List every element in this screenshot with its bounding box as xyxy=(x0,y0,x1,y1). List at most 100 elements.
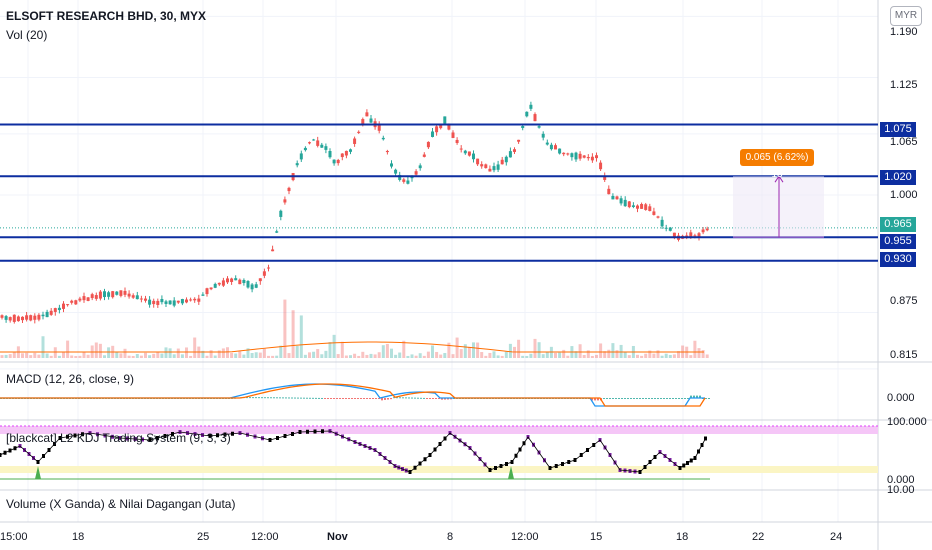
macd-zero-tick: 0.000 xyxy=(887,392,915,404)
volume-bar xyxy=(316,349,320,358)
candle-body xyxy=(320,144,324,148)
candle-body xyxy=(500,159,504,165)
macd-histogram-bar xyxy=(288,397,290,399)
candle-body xyxy=(394,169,398,174)
volume-bar xyxy=(37,354,41,358)
candle-body xyxy=(299,153,303,160)
candle-body xyxy=(529,104,533,109)
macd-histogram-bar xyxy=(642,398,644,399)
candle-body xyxy=(545,142,549,145)
time-label: 18 xyxy=(72,531,85,543)
macd-histogram-bar xyxy=(294,397,296,399)
candle-body xyxy=(496,164,500,170)
volume-bar xyxy=(385,343,389,358)
price-tick: 1.000 xyxy=(890,189,918,201)
candle-body xyxy=(521,126,525,129)
volume-bar xyxy=(521,355,525,358)
candle-body xyxy=(250,284,254,290)
volume-bar xyxy=(279,345,283,358)
macd-histogram-bar xyxy=(627,398,629,399)
volume-bar xyxy=(246,348,250,358)
candle-body xyxy=(246,280,250,288)
symbol-title[interactable]: ELSOFT RESEARCH BHD, 30, MYX xyxy=(6,9,207,23)
macd-histogram-bar xyxy=(663,398,665,399)
volume-bar xyxy=(312,351,316,358)
volume-bar xyxy=(607,349,611,358)
volume-bar xyxy=(353,353,357,358)
volume-bar xyxy=(156,351,160,358)
currency-button[interactable]: MYR xyxy=(890,6,922,26)
macd-histogram-bar xyxy=(381,398,383,401)
candle-body xyxy=(107,292,111,297)
volume-bar xyxy=(599,343,603,358)
volume-bar xyxy=(369,353,373,358)
price-range-measure[interactable]: 0.065 (6.62%) 13 xyxy=(740,149,814,180)
macd-histogram-bar xyxy=(255,397,257,399)
volume-bar xyxy=(45,353,49,358)
candle-body xyxy=(8,317,12,321)
macd-histogram-bar xyxy=(312,397,314,399)
kdj-panel-plot xyxy=(0,429,707,479)
macd-histogram-bar xyxy=(435,398,437,399)
level-tag-0955: 0.955 xyxy=(880,234,916,249)
time-label: 25 xyxy=(197,531,210,543)
candle-body xyxy=(599,162,603,170)
volume-bar xyxy=(25,352,29,358)
macd-histogram-bar xyxy=(708,398,710,399)
vol-indicator-label[interactable]: Vol (20) xyxy=(6,28,48,42)
candle-body xyxy=(701,229,705,233)
volume-bar xyxy=(275,355,279,358)
candle-body xyxy=(238,279,242,285)
volume-bar xyxy=(139,355,143,358)
candle-body xyxy=(287,187,291,192)
volume-bar xyxy=(144,352,147,358)
volume-bar xyxy=(693,340,697,358)
volume-bar xyxy=(131,355,135,358)
volume-bar xyxy=(701,350,705,358)
level-lines[interactable] xyxy=(0,123,878,262)
candle-body xyxy=(631,205,635,208)
candle-body xyxy=(574,152,578,160)
volume-bar xyxy=(349,355,352,358)
level-tag-0930: 0.930 xyxy=(880,252,916,267)
volume-bar xyxy=(303,354,307,358)
price-tick: 0.875 xyxy=(890,295,918,307)
candle-body xyxy=(12,314,16,322)
macd-histogram-bar xyxy=(690,395,692,398)
candle-body xyxy=(549,144,553,150)
volume-bar xyxy=(29,355,33,358)
macd-histogram-bar xyxy=(597,398,599,401)
volume-bar xyxy=(8,354,12,358)
volume-bar xyxy=(582,354,586,358)
candle-body xyxy=(705,228,709,231)
volume-bar xyxy=(74,355,78,358)
chart-annotations xyxy=(0,175,878,239)
macd-histogram-bar xyxy=(264,397,266,399)
buy-signal-marker xyxy=(508,466,514,479)
macd-histogram-bar xyxy=(615,398,617,399)
kdj-indicator-label[interactable]: [blackcat] L2 KDJ Trading System (9, 3, … xyxy=(6,431,231,445)
candle-body xyxy=(431,131,434,137)
candle-body xyxy=(144,298,147,301)
macd-histogram-bar xyxy=(348,398,350,399)
time-label: 12:00 xyxy=(251,531,279,543)
macd-histogram-bar xyxy=(705,398,707,399)
candle-body xyxy=(21,316,24,321)
macd-histogram-bar xyxy=(609,398,611,399)
volume-bar xyxy=(656,350,660,358)
candle-body xyxy=(213,283,217,288)
volume-bar xyxy=(152,353,156,358)
volume-bar xyxy=(148,355,152,358)
candle-body xyxy=(693,235,697,237)
volume-bar xyxy=(4,354,8,358)
candle-body xyxy=(271,249,275,252)
volume-bar xyxy=(164,347,168,358)
volume-bar xyxy=(467,346,471,358)
volume-indicator-label[interactable]: Volume (X Ganda) & Nilai Dagangan (Juta) xyxy=(6,497,236,511)
candle-body xyxy=(33,315,37,320)
candle-body xyxy=(578,153,582,159)
candle-body xyxy=(226,278,229,283)
macd-indicator-label[interactable]: MACD (12, 26, close, 9) xyxy=(6,372,135,386)
volume-bar xyxy=(267,355,270,358)
